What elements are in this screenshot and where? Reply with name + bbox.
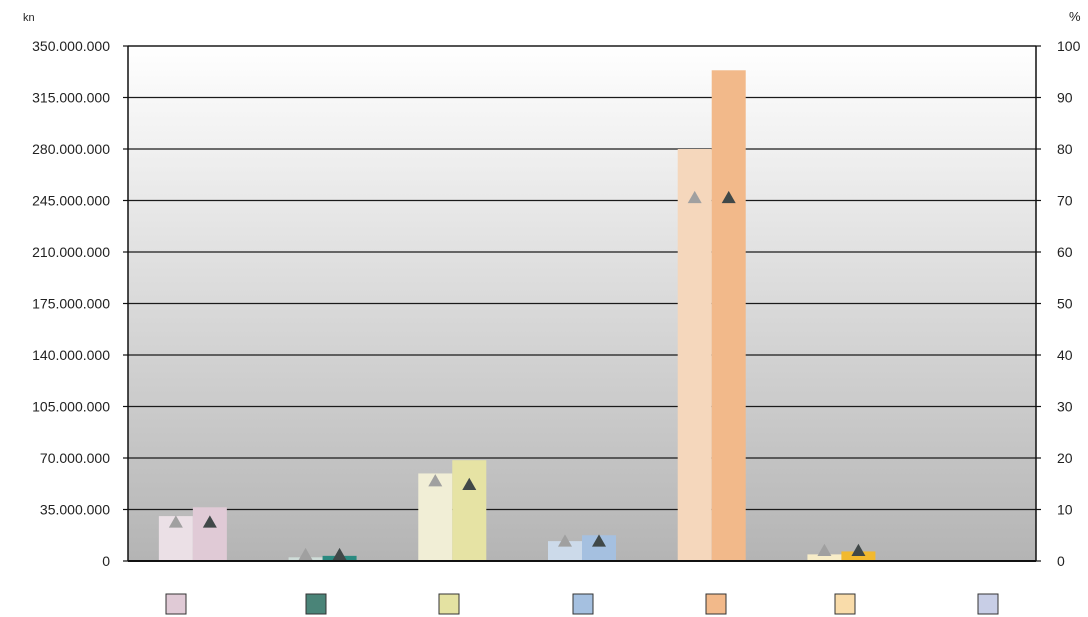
left-tick-label: 105.000.000 <box>32 399 110 415</box>
percent-marker-light <box>298 547 313 561</box>
percent-marker-light <box>428 474 443 487</box>
right-tick-label: 90 <box>1057 90 1073 106</box>
bar-dark <box>192 507 227 561</box>
left-tick-label: 35.000.000 <box>40 502 110 518</box>
percent-marker-dark <box>462 477 477 491</box>
left-tick-label: 175.000.000 <box>32 296 110 312</box>
bar-dark <box>452 460 487 561</box>
right-tick-label: 80 <box>1057 141 1073 157</box>
left-tick-label: 140.000.000 <box>32 347 110 363</box>
legend-swatch <box>572 593 594 615</box>
left-tick-label: 280.000.000 <box>32 141 110 157</box>
legend-swatch <box>977 593 999 615</box>
legend <box>165 593 999 615</box>
right-tick-label: 10 <box>1057 502 1073 518</box>
percent-marker-light <box>687 190 702 204</box>
right-tick-label: 50 <box>1057 296 1073 312</box>
percent-markers <box>168 190 866 561</box>
legend-swatch <box>834 593 856 615</box>
bar-light <box>677 149 712 561</box>
right-tick-label: 20 <box>1057 450 1073 466</box>
legend-swatch <box>305 593 327 615</box>
left-tick-label: 210.000.000 <box>32 244 110 260</box>
right-tick-label: 40 <box>1057 347 1073 363</box>
percent-marker-dark <box>592 534 606 547</box>
bar-dark <box>841 551 876 561</box>
bar-dark <box>711 70 746 562</box>
right-tick-label: 70 <box>1057 193 1073 209</box>
right-tick-label: 60 <box>1057 244 1073 260</box>
left-tick-label: 245.000.000 <box>32 193 110 209</box>
right-tick-label: 0 <box>1057 553 1065 569</box>
percent-marker-dark <box>721 190 736 204</box>
bars <box>158 70 876 562</box>
percent-marker-light <box>817 543 832 556</box>
percent-marker-dark <box>332 547 347 561</box>
right-tick-label: 30 <box>1057 399 1073 415</box>
left-tick-label: 350.000.000 <box>32 38 110 54</box>
legend-swatch <box>438 593 460 615</box>
left-tick-label: 0 <box>102 553 110 569</box>
bar-light <box>807 554 842 561</box>
percent-marker-light <box>168 515 183 528</box>
left-tick-label: 70.000.000 <box>40 450 110 466</box>
legend-swatch <box>705 593 727 615</box>
bar-light <box>418 473 453 561</box>
left-tick-label: 315.000.000 <box>32 90 110 106</box>
right-axis-tick-labels: 0 10 20 30 40 50 60 70 80 90 100 <box>1057 38 1081 569</box>
percent-marker-dark <box>851 543 866 556</box>
percent-marker-dark <box>202 515 217 528</box>
axes <box>123 45 1041 562</box>
left-axis-unit: kn <box>23 12 35 24</box>
right-tick-label: 100 <box>1057 38 1081 54</box>
bar-light <box>548 541 582 561</box>
percent-marker-light <box>558 534 572 547</box>
left-axis-tick-labels: 0 35.000.000 70.000.000 105.000.000 140.000.… <box>32 38 110 569</box>
right-axis-unit: % <box>1069 9 1081 24</box>
legend-swatch <box>165 593 187 615</box>
